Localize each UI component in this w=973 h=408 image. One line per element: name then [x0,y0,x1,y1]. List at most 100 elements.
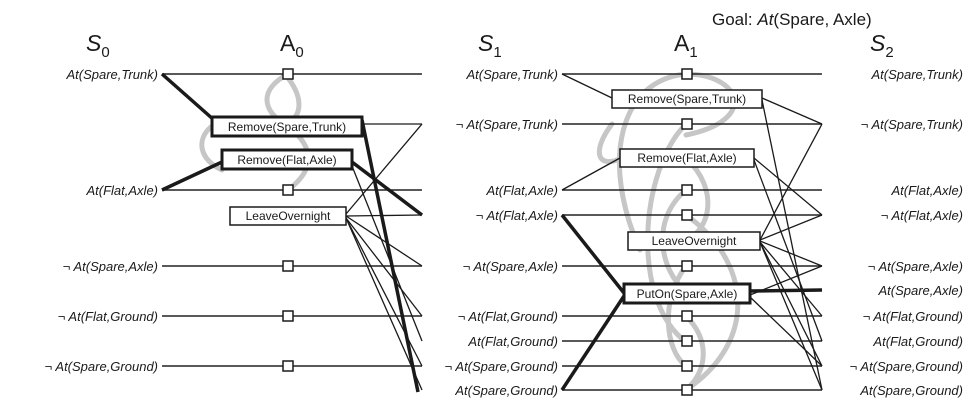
action-a0-remove-spare-trunk-label: Remove(Spare,Trunk) [228,120,346,134]
s2-literal: At(Spare,Trunk) [870,67,963,82]
level-header-s2: S2 [870,30,894,61]
edge-a0-eff-2 [360,119,420,393]
node-a1-8 [681,360,693,372]
action-a1-leave-overnight: LeaveOvernight [627,231,761,251]
actions-a0: Remove(Spare,Trunk) Remove(Flat,Axle) Le… [210,115,364,226]
s2-literal: At(Spare,Axle) [877,283,963,298]
edge-a1-eff-puton-2 [749,265,823,296]
level-header-s0: S0 [86,30,110,61]
node-a0-1 [282,68,294,80]
edge-a0-eff-9 [345,217,423,367]
edge-a1-eff-rs-1 [761,97,823,125]
edge-a1-pre-puton-1 [560,213,626,295]
edge-a0-eff-6 [345,214,423,217]
node-a1-4 [681,209,693,221]
action-edges-a1 [560,73,823,391]
mutex-arc-a1-2 [617,71,689,253]
level-s0-letter: S [86,30,102,56]
node-a1-3 [681,184,693,196]
edge-a1-eff-lo-3 [759,240,823,267]
s0-literal: ¬ At(Flat,Ground) [58,309,158,324]
level-s1-sub: 1 [493,44,501,61]
mutex-arc-a1-9 [683,313,706,393]
s1-literal: At(Spare,Ground) [454,383,558,398]
edge-a0-pre-remove-flat [161,160,223,192]
s2-literal: ¬ At(Flat,Axle) [881,208,963,223]
edge-a1-pre-remove-flat [561,157,621,191]
level-a1-letter: A [674,30,690,56]
s2-literal: ¬ At(Spare,Axle) [868,259,963,274]
s1-literals: At(Spare,Trunk) ¬ At(Spare,Trunk) At(Fla… [445,67,558,398]
goal-prefix: Goal: [712,10,757,29]
s0-literals: At(Spare,Trunk) At(Flat,Axle) ¬ At(Spare… [45,67,158,374]
level-header-a0: A0 [280,30,304,61]
level-s0-sub: 0 [101,44,109,61]
mutex-arc-a0-4 [285,75,302,125]
s1-literal: ¬ At(Flat,Axle) [476,208,558,223]
level-header-s1: S1 [478,30,502,61]
s1-literal: At(Flat,Ground) [467,334,558,349]
s2-literal: At(Spare,Ground) [859,383,963,398]
edge-a1-eff-lo-2 [759,214,823,241]
node-a0-4 [282,310,294,322]
edge-a0-eff-5 [345,123,423,215]
goal-predicate: At [756,10,774,29]
level-a0-sub: 0 [295,44,303,61]
edge-a0-pre-remove-spare [160,72,216,122]
edge-a1-pre-remove-spare [561,73,613,99]
s1-literal: At(Spare,Trunk) [465,67,558,82]
svg-text:A0: A0 [280,30,304,61]
node-a1-2 [681,118,693,130]
node-a1-5 [681,260,693,272]
node-a1-1 [681,68,693,80]
action-a0-remove-flat-axle: Remove(Flat,Axle) [220,148,354,171]
mutex-arc-a0-3 [199,123,225,173]
action-a1-leave-overnight-label: LeaveOvernight [652,234,737,248]
s1-literal: ¬ At(Spare,Axle) [463,259,558,274]
action-a1-remove-flat-axle: Remove(Flat,Axle) [619,148,755,168]
node-a0-3 [282,260,294,272]
svg-text:S1: S1 [478,30,502,61]
level-header-a1: A1 [674,30,698,61]
level-s2-sub: 2 [885,44,893,61]
edge-a1-eff-puton-3 [749,296,823,367]
node-a1-9 [681,384,693,396]
goal-label: Goal: At(Spare, Axle) [712,10,872,29]
s0-literal: At(Flat,Axle) [85,183,158,198]
action-a1-puton-spare-axle: PutOn(Spare,Axle) [622,282,752,305]
level-a1-sub: 1 [689,44,697,61]
edge-a1-eff-rs-2 [761,99,823,391]
persistence-nodes [282,68,693,396]
edge-a0-eff-10 [345,217,423,391]
s1-literal: ¬ At(Flat,Ground) [458,309,558,324]
actions-a1: Remove(Spare,Trunk) Remove(Flat,Axle) Le… [611,89,763,305]
edge-a0-eff-7 [345,215,423,267]
level-s1-letter: S [478,30,494,56]
s1-literal: ¬ At(Spare,Trunk) [456,117,558,132]
s0-literal: At(Spare,Trunk) [65,67,158,82]
s1-literal: ¬ At(Spare,Ground) [445,359,558,374]
s2-literal: ¬ At(Spare,Trunk) [861,117,963,132]
action-a0-leave-overnight: LeaveOvernight [229,206,347,226]
s2-literals: At(Spare,Trunk) ¬ At(Spare,Trunk) At(Fla… [850,67,963,398]
action-a0-remove-flat-axle-label: Remove(Flat,Axle) [237,153,336,167]
action-a1-remove-spare-trunk: Remove(Spare,Trunk) [611,89,763,109]
s2-literal: ¬ At(Spare,Ground) [850,359,963,374]
edge-a0-eff-4 [351,165,423,342]
mutex-arc-a1-7 [665,263,689,369]
svg-text:S2: S2 [870,30,894,61]
level-s2-letter: S [870,30,886,56]
s2-literal: At(Flat,Axle) [890,183,963,198]
svg-text:S0: S0 [86,30,110,61]
svg-text:A1: A1 [674,30,698,61]
s2-literal: At(Flat,Ground) [872,334,963,349]
edge-a1-eff-lo-5 [759,241,823,367]
node-a0-5 [282,360,294,372]
edge-a1-pre-puton-2 [560,295,626,391]
edge-a0-eff-3 [350,160,424,217]
action-a0-remove-spare-trunk: Remove(Spare,Trunk) [210,115,364,138]
edge-a0-eff-8 [345,217,423,317]
level-a0-letter: A [280,30,296,56]
